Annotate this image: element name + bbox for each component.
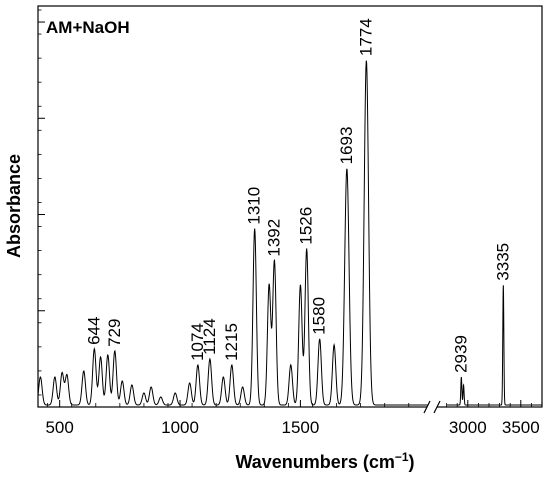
x-tick-label: 1500 <box>281 418 319 437</box>
peak-label: 1392 <box>264 219 283 257</box>
peak-label: 1580 <box>310 297 329 335</box>
peak-label: 1693 <box>337 127 356 165</box>
spectrum-line-left <box>37 60 428 406</box>
axis-break-mark <box>423 400 431 414</box>
spectrum-line-right <box>446 285 542 406</box>
axes-layer <box>38 9 532 414</box>
x-axis-label-sup: −1 <box>395 450 409 464</box>
x-tick-label: 3000 <box>449 418 487 437</box>
peak-label: 644 <box>84 317 103 345</box>
plot-frame <box>37 5 543 408</box>
peak-label: 1526 <box>297 207 316 245</box>
peak-label: 1310 <box>245 187 264 225</box>
x-axis-label-main: Wavenumbers (cm <box>235 452 394 472</box>
marks-layer <box>37 60 542 406</box>
peak-label: 1215 <box>222 323 241 361</box>
axis-break-gap <box>427 401 437 413</box>
legend-label: AM+NaOH <box>46 18 130 37</box>
peak-label: 729 <box>105 319 124 347</box>
x-axis-label: Wavenumbers (cm−1) <box>235 450 414 472</box>
y-axis-label: Absorbance <box>4 154 24 258</box>
axis-break-mark <box>433 400 441 414</box>
x-axis-label-close: ) <box>409 452 415 472</box>
x-tick-label: 3500 <box>502 418 540 437</box>
peak-label: 2939 <box>451 335 470 373</box>
x-tick-label: 500 <box>45 418 73 437</box>
peak-label: 3335 <box>493 243 512 281</box>
peak-label: 1074 <box>188 323 207 361</box>
peak-label: 1124 <box>200 318 219 355</box>
x-tick-label: 1000 <box>161 418 199 437</box>
peak-label: 1774 <box>356 18 375 56</box>
